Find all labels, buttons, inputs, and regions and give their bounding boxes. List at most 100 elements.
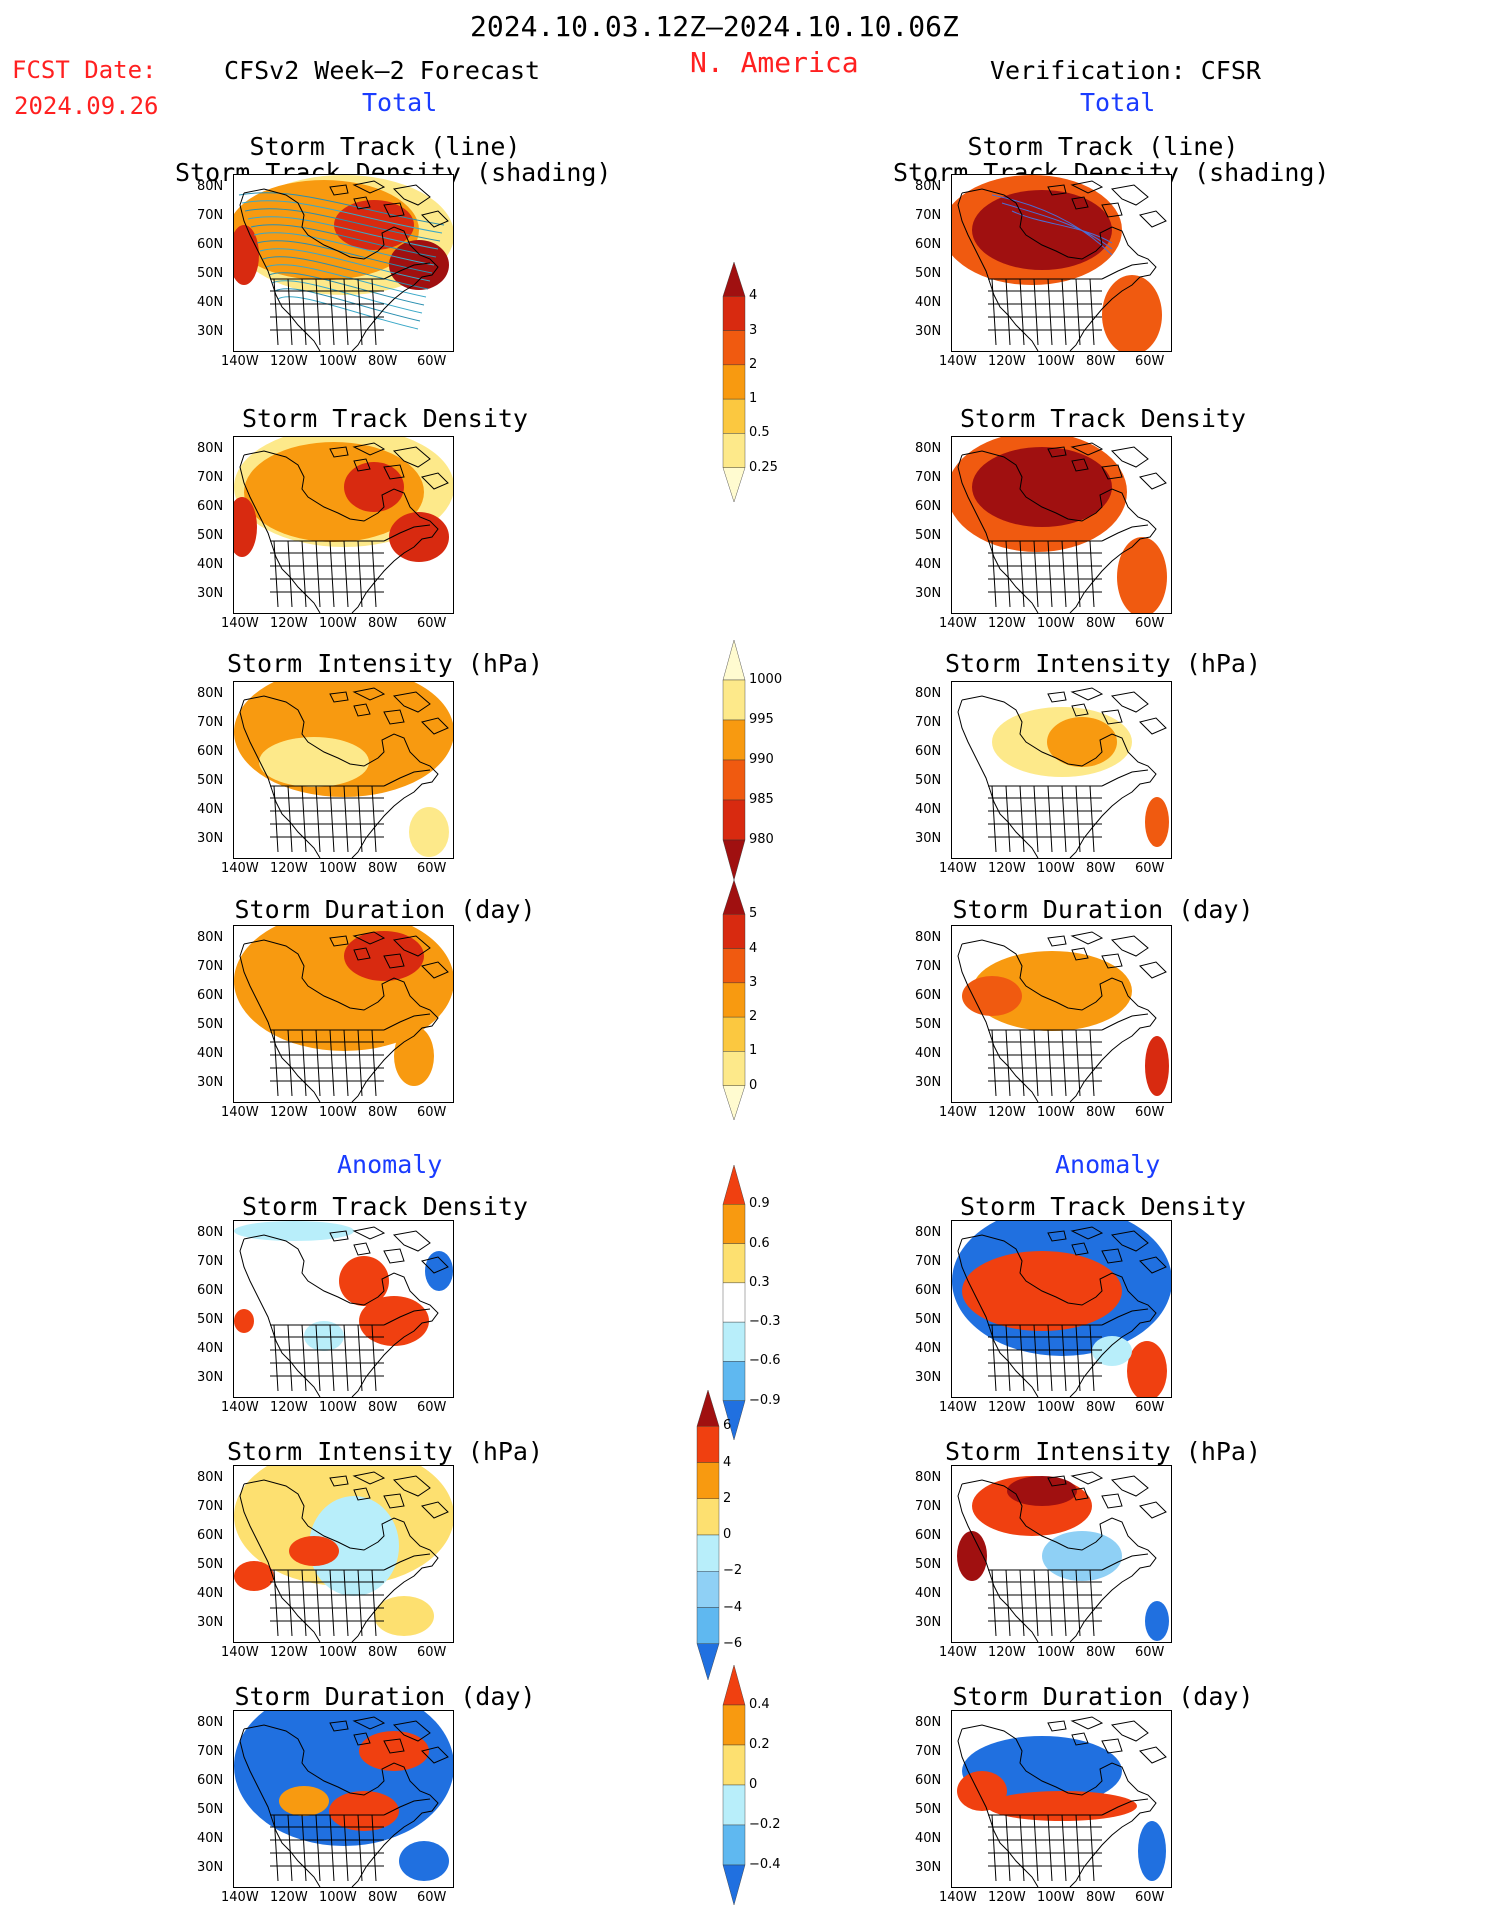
shading-region [1145, 797, 1169, 847]
island-outline [392, 184, 431, 206]
colorbar-label: −0.3 [749, 1314, 781, 1330]
colorbar-label: −0.4 [749, 1857, 781, 1872]
lat-tick-label: 30N [197, 324, 224, 339]
shading-region [409, 807, 449, 857]
island-outline [1047, 935, 1067, 947]
island-outline [353, 458, 371, 472]
island-outline [1139, 717, 1167, 735]
map-intensity-cfsr [957, 687, 1169, 858]
colorbar-label: −0.9 [749, 1392, 781, 1408]
storm-track-line [241, 200, 443, 234]
coastline [961, 188, 1157, 351]
storm-track-line [271, 280, 423, 314]
colorbar-label: 980 [749, 832, 774, 847]
map-anom-intensity-cfsr [957, 1471, 1169, 1642]
storm-track-line [238, 192, 445, 226]
lat-tick-label: 50N [197, 1312, 224, 1327]
island-outline [1071, 458, 1089, 472]
map-panel-intensity-fcst [233, 681, 454, 859]
panel-title-density-left: Storm Track Density [242, 404, 528, 433]
shading-region [279, 1786, 329, 1816]
lat-tick-label: 30N [915, 1075, 942, 1090]
colorbar-segment [722, 1282, 746, 1323]
coastline [988, 1553, 1149, 1571]
shading-region [972, 447, 1112, 527]
lon-tick-label: 80W [368, 616, 398, 631]
storm-track-line [250, 224, 437, 258]
lat-tick-label: 40N [915, 802, 942, 817]
colorbar-label: −0.2 [749, 1817, 781, 1832]
shading-region [234, 1221, 354, 1241]
island-outline [1110, 1230, 1149, 1252]
coastline [270, 278, 384, 346]
colorbar-segment [722, 982, 746, 1018]
lat-tick-label: 50N [197, 266, 224, 281]
lon-tick-label: 100W [319, 861, 357, 876]
island-outline [352, 1716, 386, 1730]
lon-tick-label: 140W [221, 616, 259, 631]
colorbar-segment [722, 1051, 746, 1086]
colorbar-label: 0 [749, 1077, 758, 1093]
colorbar-label: 0 [723, 1527, 732, 1542]
lat-tick-label: 40N [197, 1046, 224, 1061]
shading-region [234, 1309, 254, 1333]
lat-tick-label: 40N [915, 1341, 942, 1356]
lat-tick-label: 50N [915, 1802, 942, 1817]
lat-tick-label: 60N [915, 1528, 942, 1543]
colorbar-segment [722, 1665, 746, 1706]
lat-tick-label: 70N [197, 1744, 224, 1759]
colorbar-segment [722, 640, 746, 681]
island-outline [1139, 210, 1167, 228]
forecast-total-label: Total [362, 88, 438, 117]
storm-track-line [247, 216, 439, 250]
lon-tick-label: 120W [988, 354, 1026, 369]
island-outline [329, 1475, 349, 1487]
lat-tick-label: 50N [915, 1312, 942, 1327]
island-outline [392, 1230, 431, 1252]
lat-tick-label: 40N [915, 1831, 942, 1846]
map-duration-fcst [234, 926, 453, 1102]
lat-tick-label: 30N [197, 1370, 224, 1385]
lat-tick-label: 60N [197, 1283, 224, 1298]
colorbar-label: −6 [723, 1635, 743, 1651]
colorbar-segment [696, 1571, 720, 1608]
colorbar-segment [722, 398, 746, 434]
colorbar-segment [696, 1426, 720, 1463]
lat-tick-label: 80N [197, 1470, 224, 1485]
lat-tick-label: 40N [915, 557, 942, 572]
island-outline [1071, 703, 1089, 717]
colorbar-label: 4 [723, 1454, 732, 1470]
lon-tick-label: 60W [1135, 616, 1165, 631]
lat-tick-label: 60N [915, 988, 942, 1003]
island-outline [352, 687, 386, 701]
panel-title-anom-density-left: Storm Track Density [242, 1192, 528, 1221]
island-outline [383, 464, 405, 480]
map-density-fcst [234, 437, 453, 613]
panel-title-density-right: Storm Track Density [960, 404, 1246, 433]
lon-tick-label: 120W [270, 861, 308, 876]
colorbar-segment [722, 1321, 746, 1362]
lat-tick-label: 30N [197, 586, 224, 601]
lon-tick-label: 100W [1037, 1645, 1075, 1660]
lon-tick-label: 80W [368, 861, 398, 876]
lon-tick-label: 100W [319, 1105, 357, 1120]
shading-region [329, 1791, 399, 1831]
island-outline [1071, 947, 1089, 961]
lon-tick-label: 140W [221, 1105, 259, 1120]
lat-tick-label: 50N [915, 528, 942, 543]
colorbar-segment [722, 1784, 746, 1826]
island-outline [1071, 1732, 1089, 1746]
shading-region [1117, 537, 1167, 613]
lon-tick-label: 140W [939, 354, 977, 369]
lon-tick-label: 120W [988, 861, 1026, 876]
lat-tick-label: 40N [197, 1586, 224, 1601]
lat-tick-label: 80N [197, 179, 224, 194]
shading-region [309, 1496, 399, 1596]
map-panel-track-line-cfsr [951, 174, 1172, 352]
colorbar-label: 2 [749, 356, 758, 372]
island-outline [353, 947, 371, 961]
panel-title-intensity-right: Storm Intensity (hPa) [944, 649, 1262, 678]
lon-tick-label: 60W [417, 354, 447, 369]
lon-tick-label: 80W [1086, 861, 1116, 876]
coastline [270, 769, 431, 787]
